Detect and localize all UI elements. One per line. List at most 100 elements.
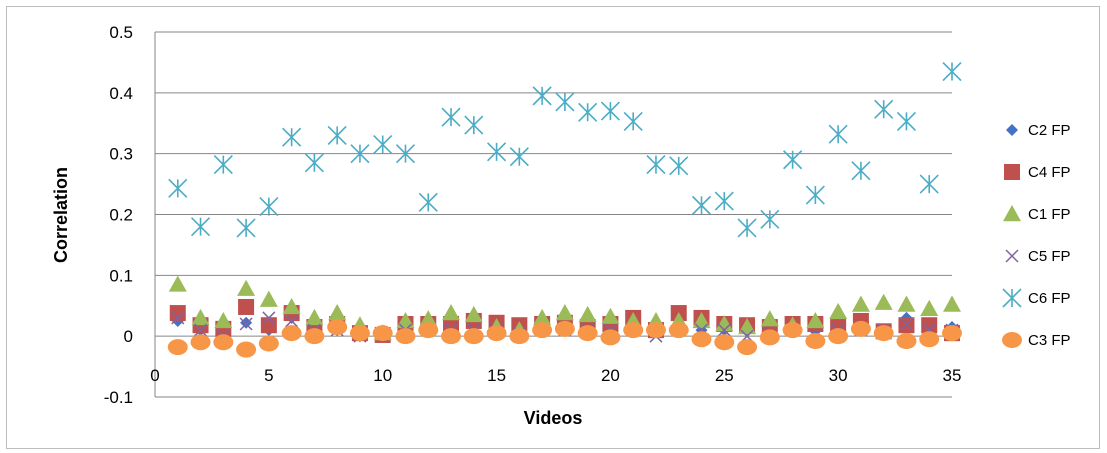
data-point (899, 317, 913, 331)
data-point (304, 328, 325, 345)
y-tick-label: 0.4 (109, 84, 133, 103)
data-point (828, 124, 848, 144)
data-point (171, 311, 185, 325)
data-point (190, 334, 211, 351)
data-point (285, 314, 299, 328)
data-point (260, 317, 277, 334)
series-c3-fp (167, 319, 962, 358)
data-point (236, 218, 256, 238)
chart-frame (6, 6, 1100, 449)
data-point (350, 144, 370, 164)
legend-entry: C2 FP (1006, 122, 1071, 139)
data-point (874, 293, 893, 310)
legend-marker (1003, 205, 1021, 222)
data-point (717, 323, 731, 337)
data-point (737, 339, 758, 356)
legend-marker (1002, 288, 1022, 308)
data-point (896, 111, 917, 131)
data-point (168, 178, 188, 198)
data-point (305, 308, 324, 326)
series-c6-fp (168, 61, 962, 238)
data-point (668, 322, 689, 339)
data-point (919, 331, 940, 348)
data-point (760, 310, 779, 327)
data-point (921, 317, 938, 334)
data-point (943, 295, 961, 312)
legend-entry: C6 FP (1002, 288, 1071, 308)
x-tick-label: 25 (715, 366, 734, 385)
data-point (623, 322, 644, 339)
data-point (282, 297, 301, 315)
data-point (304, 153, 324, 173)
data-point (396, 311, 415, 329)
gridlines (155, 31, 952, 398)
data-point (395, 328, 416, 345)
legend-label: C3 FP (1028, 332, 1071, 349)
data-point (238, 298, 255, 315)
data-point (240, 316, 253, 329)
y-tick-label: 0.5 (109, 23, 133, 42)
data-point (328, 304, 347, 321)
data-point (600, 101, 620, 121)
data-point (190, 217, 211, 237)
data-point (850, 320, 871, 337)
data-point (760, 209, 780, 229)
data-point (533, 308, 552, 326)
data-point (509, 328, 530, 345)
data-point (759, 329, 780, 346)
data-point (600, 329, 621, 346)
data-point (691, 331, 712, 348)
data-point (737, 218, 757, 238)
x-tick-label: 20 (601, 366, 620, 385)
data-point (829, 302, 848, 320)
y-tick-label: 0 (124, 327, 133, 346)
data-point (851, 295, 870, 312)
data-point (418, 322, 439, 339)
data-point (395, 144, 416, 164)
data-point (194, 323, 208, 337)
data-point (828, 328, 849, 345)
data-point (783, 150, 803, 170)
data-point (714, 334, 735, 351)
data-point (419, 310, 438, 327)
legend-entry: C5 FP (1005, 248, 1071, 265)
data-point (874, 99, 894, 119)
legend-marker (1006, 124, 1018, 136)
data-point (714, 191, 734, 211)
legend-marker (1002, 332, 1022, 348)
data-point (782, 322, 803, 339)
data-point (896, 333, 917, 350)
data-point (715, 315, 734, 332)
x-tick-label: 30 (829, 366, 848, 385)
data-point (555, 304, 574, 321)
data-point (645, 322, 666, 339)
data-point (509, 147, 529, 167)
x-tick-label: 0 (150, 366, 159, 385)
x-tick-label: 10 (373, 366, 392, 385)
legend-marker (1004, 164, 1020, 180)
data-point (646, 155, 666, 175)
data-point (418, 192, 438, 212)
legend-entry: C1 FP (1003, 205, 1071, 223)
data-point (169, 305, 186, 322)
data-point (897, 295, 916, 312)
data-point (464, 115, 484, 135)
data-point (669, 156, 689, 176)
data-point (578, 102, 598, 122)
legend-entry: C3 FP (1002, 332, 1071, 349)
legend-label: C6 FP (1028, 290, 1071, 307)
data-point (191, 308, 210, 326)
y-tick-label: 0.1 (109, 266, 133, 285)
data-point (464, 305, 483, 323)
data-point (577, 325, 598, 342)
data-point (555, 92, 575, 112)
data-point (532, 322, 553, 339)
y-tick-label: 0.2 (109, 206, 133, 225)
data-point (349, 325, 370, 342)
data-point (327, 125, 347, 145)
data-point (623, 111, 643, 131)
data-point (373, 134, 393, 155)
data-point (258, 335, 279, 352)
series-c1-fp (168, 275, 961, 341)
data-point (442, 304, 461, 321)
